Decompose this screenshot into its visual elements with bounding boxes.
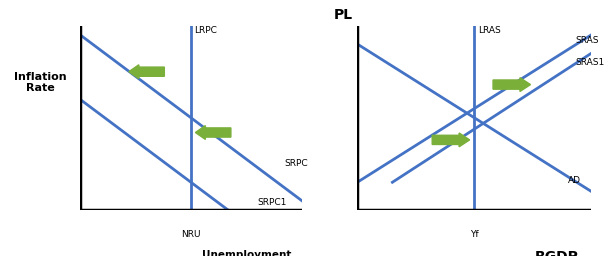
FancyArrow shape xyxy=(195,126,231,140)
Text: SRPC1: SRPC1 xyxy=(257,198,287,207)
FancyArrow shape xyxy=(432,133,469,147)
FancyArrow shape xyxy=(129,65,164,79)
Text: Unemployment
Rate: Unemployment Rate xyxy=(201,250,291,256)
Text: SRAS: SRAS xyxy=(575,36,599,45)
Text: SRAS1: SRAS1 xyxy=(575,58,604,67)
Text: Inflation
Rate: Inflation Rate xyxy=(14,72,67,93)
Text: LRAS: LRAS xyxy=(478,26,501,35)
Text: NRU: NRU xyxy=(181,230,201,239)
FancyArrow shape xyxy=(493,78,530,91)
Text: LRPC: LRPC xyxy=(194,26,217,35)
Text: SRPC: SRPC xyxy=(284,159,308,168)
Text: PL: PL xyxy=(334,8,353,22)
Text: RGDP: RGDP xyxy=(534,250,578,256)
Text: AD: AD xyxy=(568,176,581,185)
Text: Yf: Yf xyxy=(470,230,479,239)
